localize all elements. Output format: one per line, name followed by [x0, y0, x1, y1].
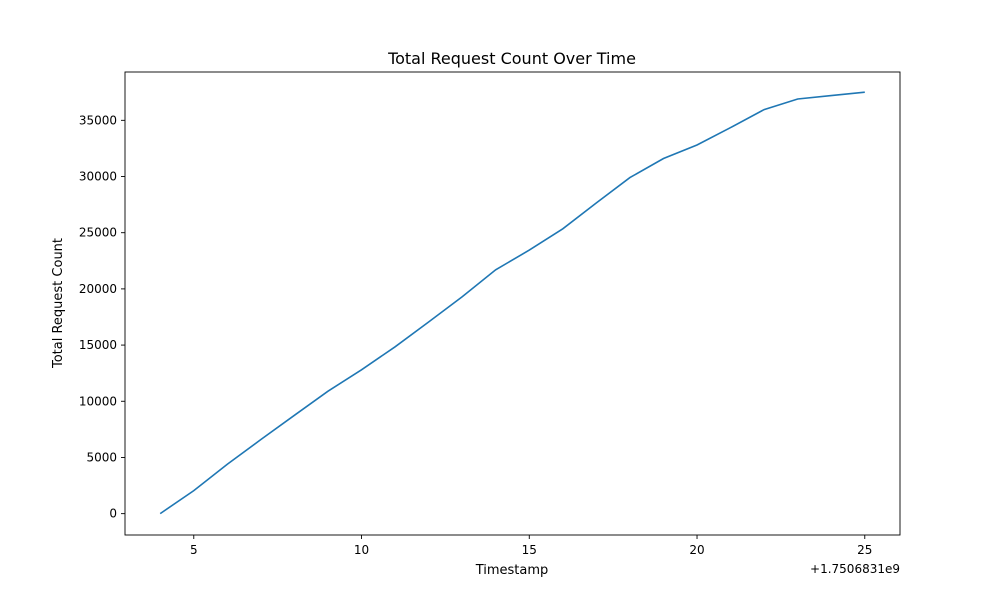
x-tick-label: 25: [857, 543, 872, 557]
x-tick-label: 15: [522, 543, 537, 557]
plot-frame: [124, 71, 901, 536]
x-tick-label: 5: [190, 543, 198, 557]
x-axis-offset-label: +1.7506831e9: [810, 562, 900, 576]
y-tick-label: 30000: [79, 170, 117, 184]
y-tick-label: 35000: [79, 113, 117, 127]
y-tick-label: 0: [109, 507, 117, 521]
x-axis-ticks: 5 10 15 20 25: [190, 535, 872, 557]
series-line: [159, 91, 865, 515]
x-axis-label: Timestamp: [475, 563, 549, 578]
y-tick-label: 5000: [86, 450, 117, 464]
x-tick-label: 20: [689, 543, 704, 557]
y-tick-label: 15000: [79, 338, 117, 352]
y-tick-label: 20000: [79, 282, 117, 296]
y-tick-label: 10000: [79, 394, 117, 408]
y-axis-ticks: 0 5000 10000 15000 20000 25000 30000 35000: [79, 113, 125, 521]
y-tick-label: 25000: [79, 226, 117, 240]
y-axis-label: Total Request Count: [51, 238, 66, 369]
chart-title: Total Request Count Over Time: [387, 49, 636, 68]
x-tick-label: 10: [354, 543, 369, 557]
